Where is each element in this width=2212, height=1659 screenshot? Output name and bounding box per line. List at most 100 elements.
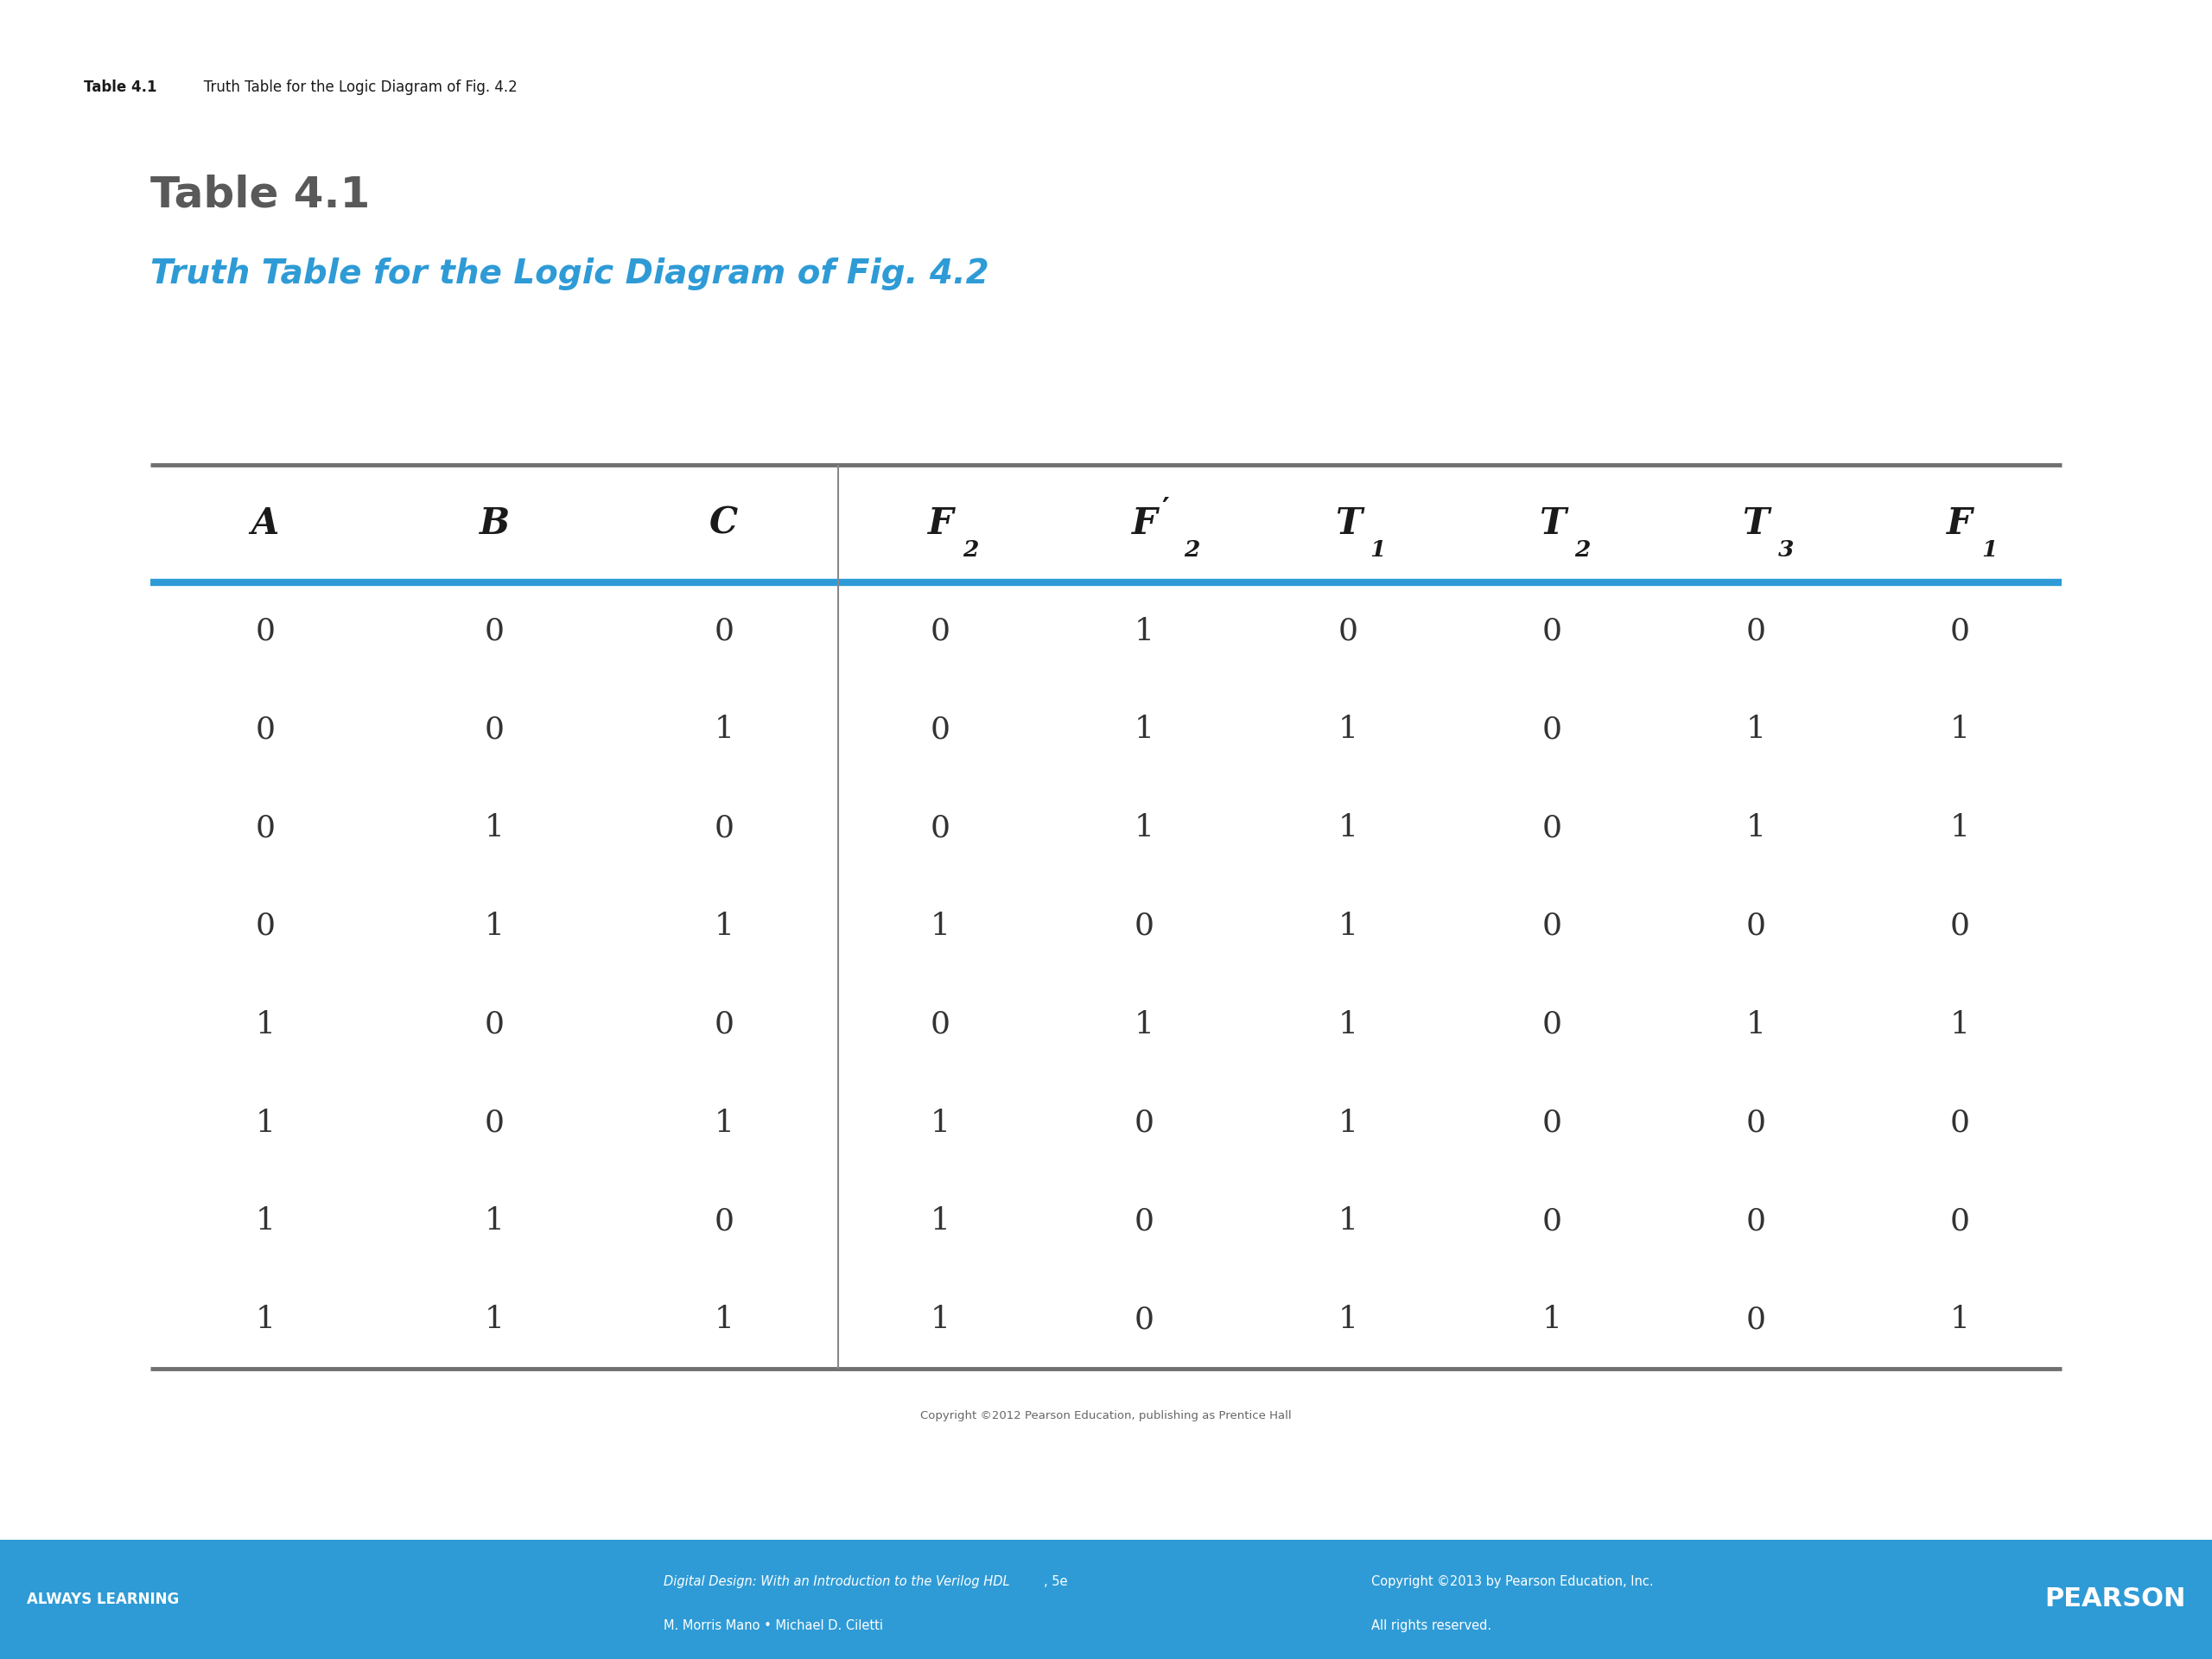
Text: 1: 1	[254, 1108, 274, 1138]
Text: 1: 1	[1135, 1010, 1155, 1039]
Text: 0: 0	[484, 1010, 504, 1039]
Text: 1: 1	[1369, 539, 1387, 561]
Text: 1: 1	[1745, 1010, 1765, 1039]
Text: , 5e: , 5e	[1044, 1574, 1068, 1588]
Text: 1: 1	[1745, 813, 1765, 843]
Text: 1: 1	[714, 1108, 734, 1138]
Text: 0: 0	[1542, 715, 1562, 745]
Text: T: T	[1334, 504, 1360, 541]
Text: Table 4.1: Table 4.1	[84, 80, 157, 95]
Text: Table 4.1: Table 4.1	[150, 174, 369, 216]
Text: 2: 2	[962, 539, 978, 561]
Text: 1: 1	[1338, 1010, 1358, 1039]
Text: 0: 0	[1949, 911, 1969, 941]
Text: Truth Table for the Logic Diagram of Fig. 4.2: Truth Table for the Logic Diagram of Fig…	[190, 80, 518, 95]
Bar	[0, 1540, 2212, 1659]
Text: 1: 1	[931, 1306, 951, 1334]
Text: 0: 0	[1949, 1206, 1969, 1236]
Text: 1: 1	[254, 1306, 274, 1334]
Text: 0: 0	[1542, 813, 1562, 843]
Text: 0: 0	[931, 1010, 951, 1039]
Text: 0: 0	[484, 617, 504, 645]
Text: 1: 1	[1135, 617, 1155, 645]
Text: 0: 0	[931, 617, 951, 645]
Text: ′: ′	[1161, 496, 1170, 524]
Text: 0: 0	[1542, 911, 1562, 941]
Text: 1: 1	[1745, 715, 1765, 745]
Text: 1: 1	[484, 813, 504, 843]
Text: 0: 0	[1135, 1306, 1155, 1334]
Text: F: F	[1947, 504, 1973, 541]
Text: 0: 0	[1949, 1108, 1969, 1138]
Text: 1: 1	[1135, 715, 1155, 745]
Text: 1: 1	[1949, 715, 1969, 745]
Text: 0: 0	[484, 1108, 504, 1138]
Text: 0: 0	[1135, 1206, 1155, 1236]
Text: 1: 1	[931, 911, 951, 941]
Text: PEARSON: PEARSON	[2044, 1586, 2185, 1613]
Text: A: A	[252, 504, 279, 541]
Text: 0: 0	[714, 1206, 734, 1236]
Text: 2: 2	[1575, 539, 1590, 561]
Text: 1: 1	[714, 715, 734, 745]
Text: 1: 1	[484, 911, 504, 941]
Text: 0: 0	[1542, 617, 1562, 645]
Text: 0: 0	[714, 813, 734, 843]
Text: C: C	[710, 504, 739, 541]
Text: 3: 3	[1778, 539, 1794, 561]
Text: 1: 1	[931, 1108, 951, 1138]
Text: 1: 1	[1949, 1306, 1969, 1334]
Text: 0: 0	[1135, 1108, 1155, 1138]
Text: 1: 1	[1949, 813, 1969, 843]
Text: 1: 1	[254, 1206, 274, 1236]
Text: 0: 0	[714, 1010, 734, 1039]
Text: 2: 2	[1183, 539, 1199, 561]
Text: 0: 0	[1338, 617, 1358, 645]
Text: 0: 0	[1745, 617, 1765, 645]
Text: ALWAYS LEARNING: ALWAYS LEARNING	[27, 1591, 179, 1608]
Text: Copyright ©2013 by Pearson Education, Inc.: Copyright ©2013 by Pearson Education, In…	[1371, 1574, 1655, 1588]
Text: 0: 0	[1949, 617, 1969, 645]
Text: F: F	[927, 504, 953, 541]
Text: 0: 0	[1542, 1206, 1562, 1236]
Text: 0: 0	[931, 813, 951, 843]
Text: 1: 1	[484, 1306, 504, 1334]
Text: 1: 1	[1542, 1306, 1562, 1334]
Text: 0: 0	[1745, 911, 1765, 941]
Text: F: F	[1133, 504, 1157, 541]
Text: 0: 0	[1745, 1108, 1765, 1138]
Text: 1: 1	[1982, 539, 1997, 561]
Text: M. Morris Mano • Michael D. Ciletti: M. Morris Mano • Michael D. Ciletti	[664, 1619, 883, 1632]
Text: 1: 1	[484, 1206, 504, 1236]
Text: 0: 0	[714, 617, 734, 645]
Text: 1: 1	[1338, 1306, 1358, 1334]
Text: 1: 1	[1338, 1108, 1358, 1138]
Text: 0: 0	[1745, 1206, 1765, 1236]
Text: 1: 1	[1338, 715, 1358, 745]
Text: 0: 0	[1135, 911, 1155, 941]
Text: B: B	[480, 504, 509, 541]
Text: Copyright ©2012 Pearson Education, publishing as Prentice Hall: Copyright ©2012 Pearson Education, publi…	[920, 1410, 1292, 1422]
Text: 1: 1	[931, 1206, 951, 1236]
Text: 0: 0	[254, 617, 274, 645]
Text: 0: 0	[254, 911, 274, 941]
Text: 0: 0	[1542, 1108, 1562, 1138]
Text: 1: 1	[1338, 813, 1358, 843]
Text: 1: 1	[714, 911, 734, 941]
Text: All rights reserved.: All rights reserved.	[1371, 1619, 1491, 1632]
Text: 1: 1	[1135, 813, 1155, 843]
Text: T: T	[1743, 504, 1770, 541]
Text: Digital Design: With an Introduction to the Verilog HDL: Digital Design: With an Introduction to …	[664, 1574, 1009, 1588]
Text: 1: 1	[254, 1010, 274, 1039]
Text: 0: 0	[1745, 1306, 1765, 1334]
Text: 0: 0	[931, 715, 951, 745]
Text: 0: 0	[484, 715, 504, 745]
Text: 1: 1	[1338, 1206, 1358, 1236]
Text: 0: 0	[254, 813, 274, 843]
Text: 1: 1	[1949, 1010, 1969, 1039]
Text: 1: 1	[1338, 911, 1358, 941]
Text: T: T	[1540, 504, 1566, 541]
Text: Truth Table for the Logic Diagram of Fig. 4.2: Truth Table for the Logic Diagram of Fig…	[150, 257, 989, 290]
Text: 0: 0	[1542, 1010, 1562, 1039]
Text: 1: 1	[714, 1306, 734, 1334]
